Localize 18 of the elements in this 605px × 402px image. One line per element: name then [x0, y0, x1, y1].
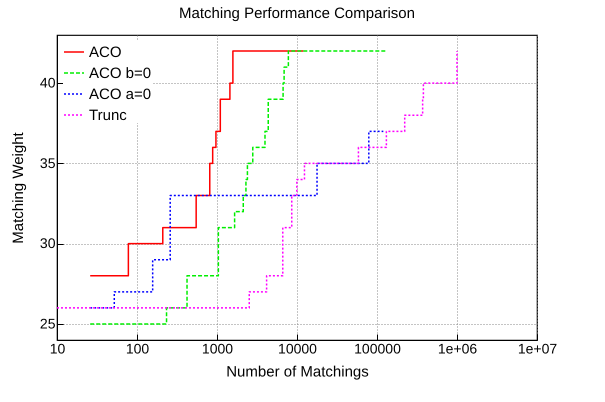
x-axis-title: Number of Matchings: [226, 364, 369, 380]
x-tick-label: 100: [126, 340, 150, 356]
x-tick-label: 10000: [278, 340, 318, 356]
legend-label: Trunc: [89, 107, 128, 124]
y-axis-title: Matching Weight: [10, 131, 27, 244]
chart-title: Matching Performance Comparison: [179, 5, 415, 22]
legend-label: ACO a=0: [89, 86, 152, 103]
y-tick-label: 35: [40, 154, 56, 171]
y-tick-label: 40: [40, 74, 56, 91]
x-tick-label: 1e+07: [518, 340, 558, 356]
x-tick-label: 100000: [354, 340, 402, 356]
x-tick-label: 1e+06: [438, 340, 478, 356]
legend-label: ACO b=0: [89, 65, 152, 82]
x-tick-label: 1000: [202, 340, 234, 356]
legend-label: ACO: [89, 44, 122, 61]
y-tick-label: 30: [40, 235, 56, 252]
y-tick-label: 25: [40, 315, 56, 332]
x-tick-label: 10: [50, 340, 66, 356]
